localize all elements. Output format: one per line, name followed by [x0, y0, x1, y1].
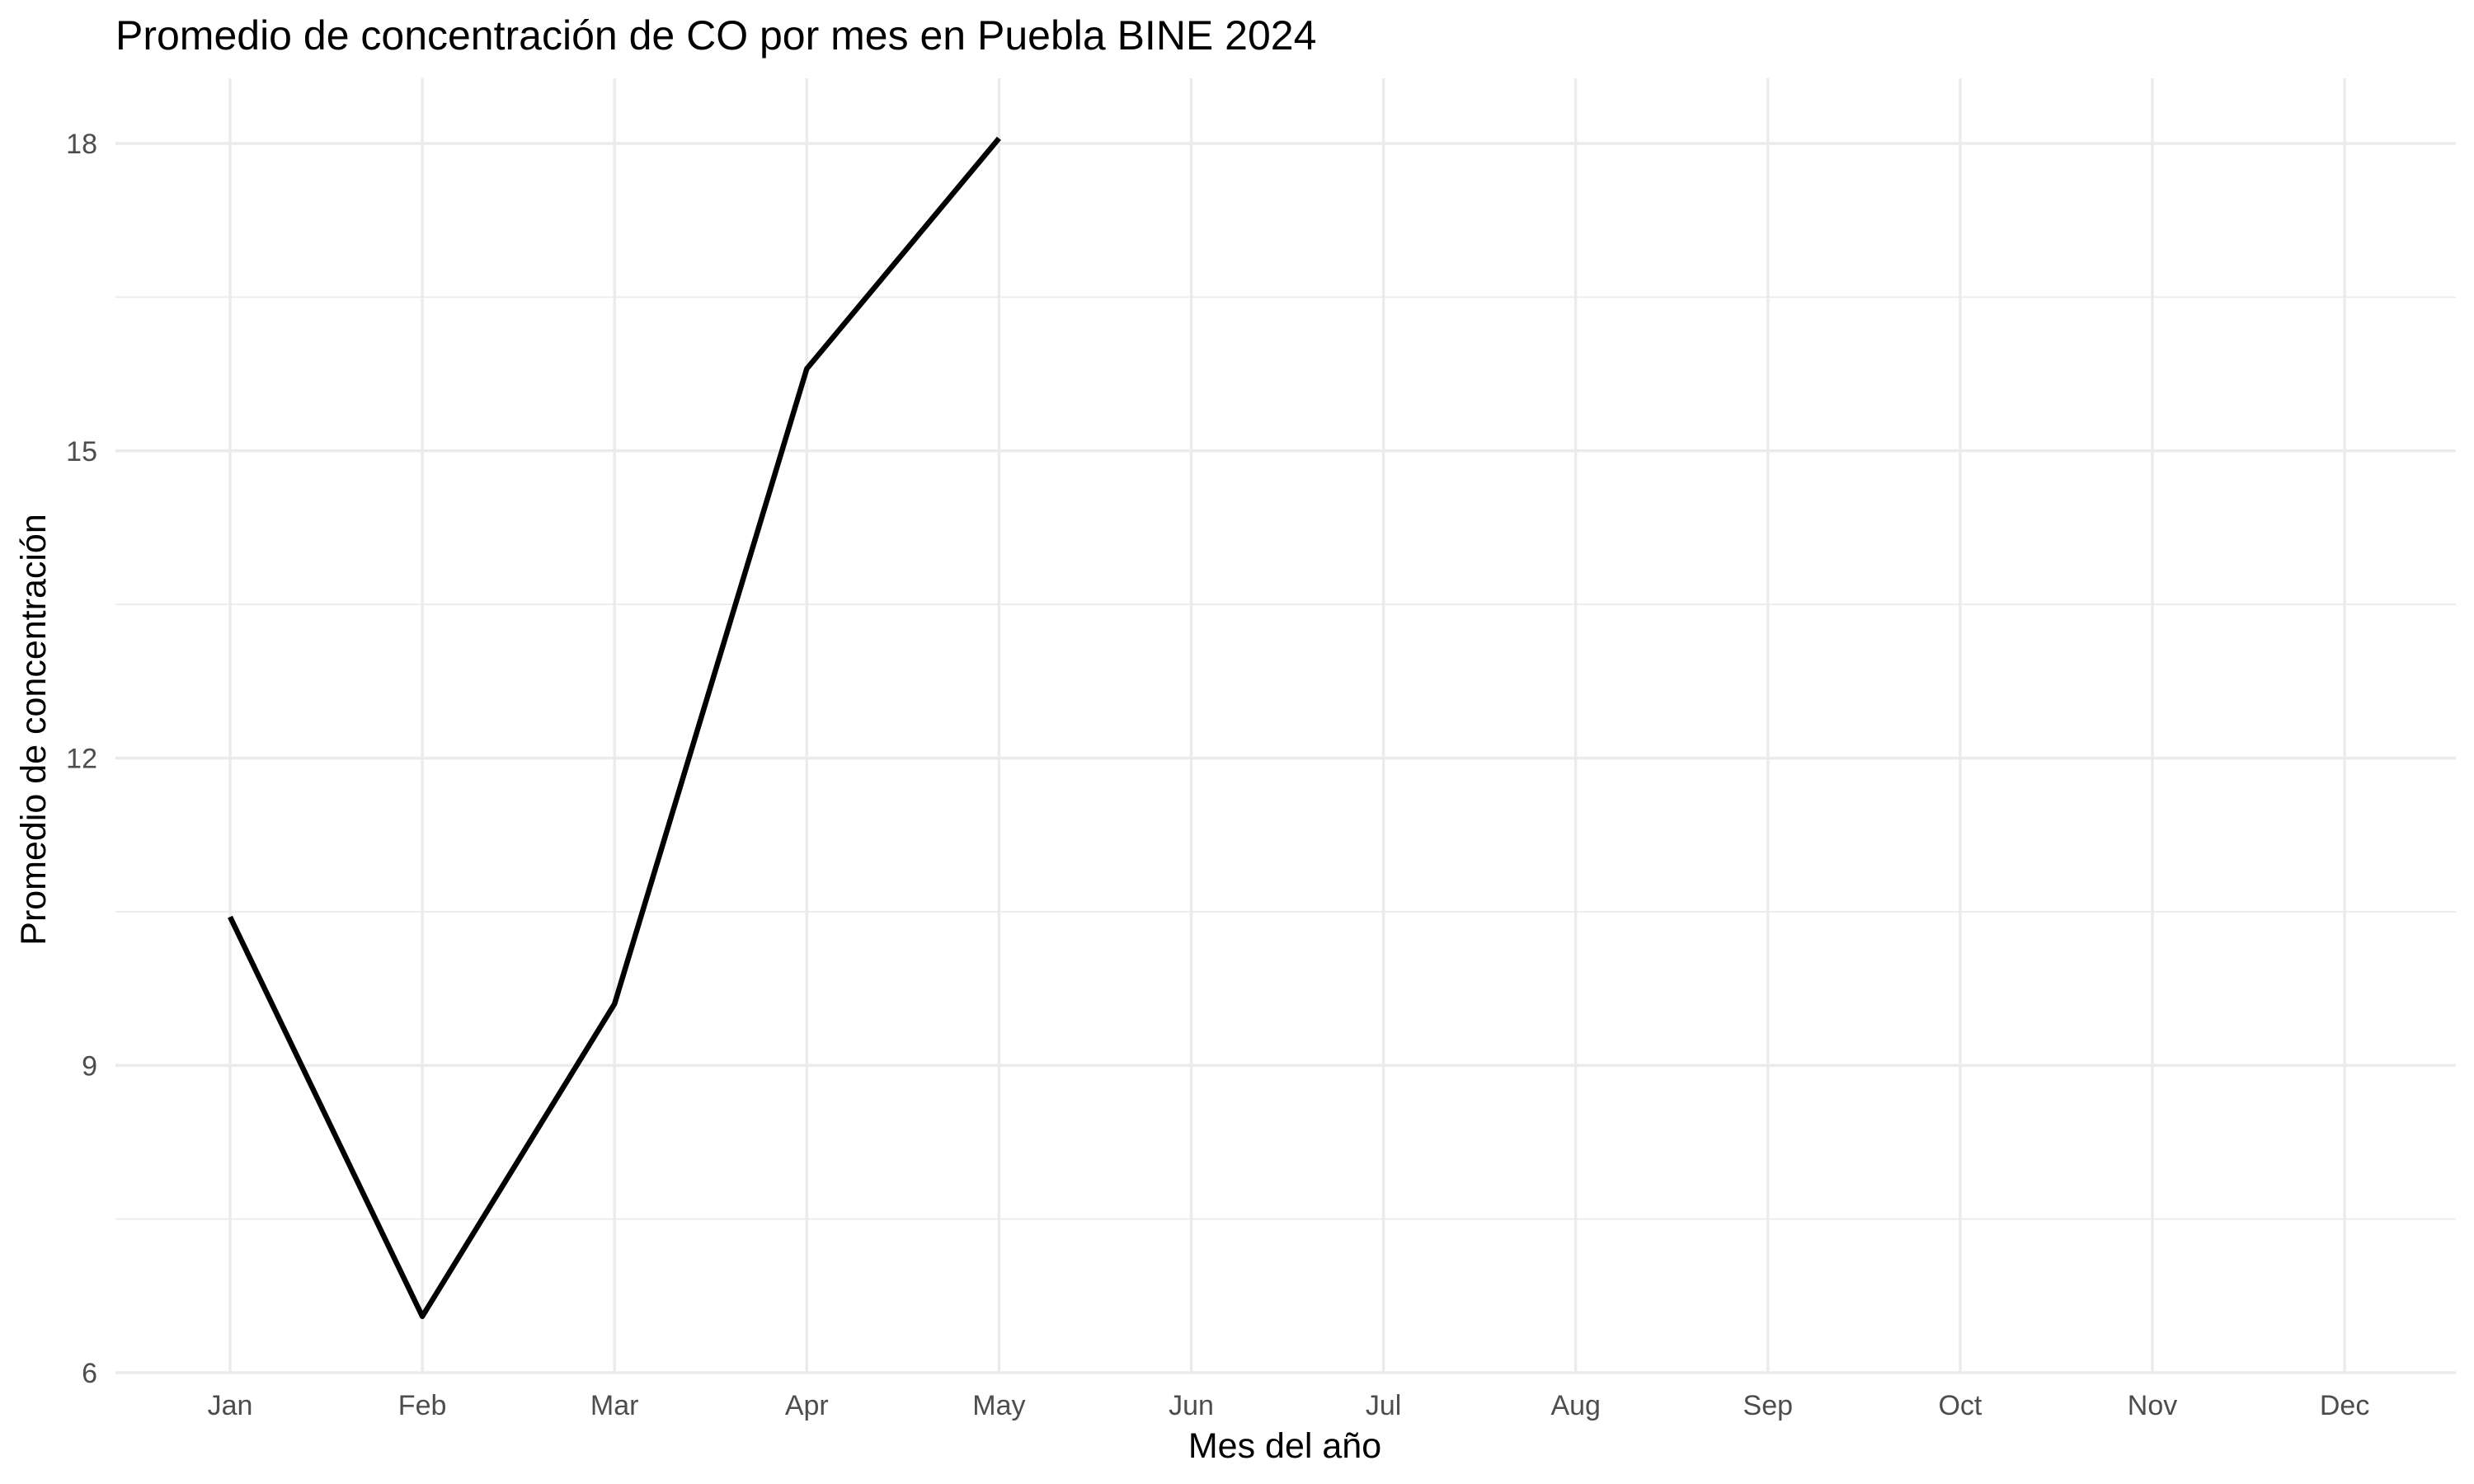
x-axis-tick-labels: Jan Feb Mar Apr May Jun Jul Aug Sep Oct Nov Dec	[208, 1390, 2370, 1421]
x-tick-label-may: May	[972, 1390, 1025, 1421]
minor-gridlines	[115, 296, 2456, 1220]
y-tick-label-4: 18	[66, 129, 97, 160]
x-tick-label-sep: Sep	[1743, 1390, 1794, 1421]
x-tick-label-jun: Jun	[1169, 1390, 1214, 1421]
y-axis-title: Promedio de concentración	[14, 514, 54, 945]
y-tick-label-1: 9	[82, 1050, 97, 1082]
series-lines	[228, 136, 1001, 1319]
x-tick-label-aug: Aug	[1550, 1390, 1601, 1421]
y-tick-label-0: 6	[82, 1358, 97, 1389]
x-axis-title: Mes del año	[1188, 1426, 1381, 1466]
x-tick-label-oct: Oct	[1938, 1390, 1982, 1421]
x-tick-label-dec: Dec	[2320, 1390, 2369, 1421]
y-tick-label-3: 15	[66, 436, 97, 467]
x-tick-label-jan: Jan	[208, 1390, 253, 1421]
chart-title: Promedio de concentración de CO por mes …	[115, 12, 1316, 59]
major-x-gridlines	[228, 78, 2346, 1373]
major-y-gridlines	[115, 142, 2456, 1374]
x-tick-label-nov: Nov	[2128, 1390, 2177, 1421]
x-tick-label-jul: Jul	[1366, 1390, 1401, 1421]
x-tick-label-apr: Apr	[785, 1390, 829, 1421]
x-tick-label-feb: Feb	[398, 1390, 447, 1421]
y-tick-label-2: 12	[66, 744, 97, 775]
series-line-0	[228, 136, 1001, 1319]
y-axis-tick-labels: 6 9 12 15 18	[66, 129, 97, 1389]
x-tick-label-mar: Mar	[590, 1390, 639, 1421]
